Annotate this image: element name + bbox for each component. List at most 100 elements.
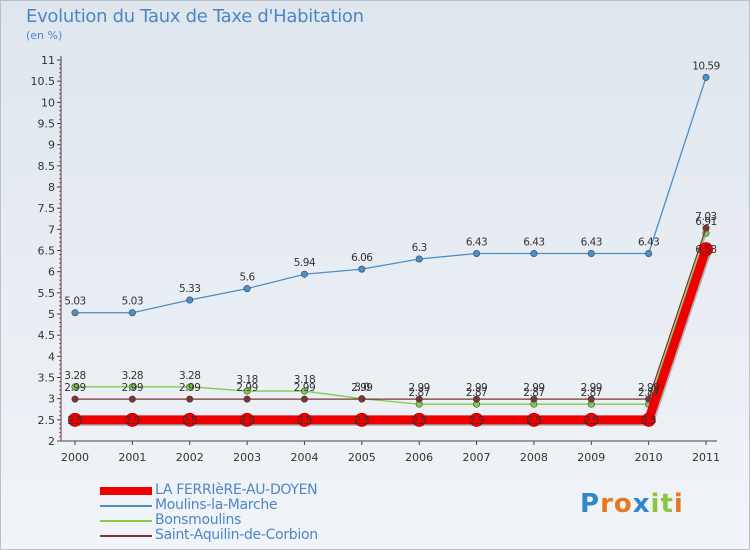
series-line-1 (75, 77, 707, 314)
logo-letter: t (660, 489, 674, 519)
series-point (358, 395, 366, 403)
data-label: 6.3 (412, 242, 427, 254)
series-line-3 (75, 227, 707, 400)
x-tick-label: 2001 (118, 451, 146, 464)
y-tick-label: 5 (48, 308, 55, 321)
y-tick-label: 10 (41, 96, 55, 109)
y-tick-label: 6.5 (38, 245, 56, 258)
y-tick-label: 9 (48, 139, 55, 152)
series-point (530, 249, 538, 257)
data-label: 3.18 (294, 374, 315, 386)
series-point (240, 412, 255, 427)
series-point (71, 383, 79, 391)
legend-swatch (100, 520, 152, 522)
y-tick-label: 4 (48, 350, 55, 363)
series-point (699, 242, 713, 257)
data-label: 2.99 (408, 382, 429, 394)
series-point (128, 383, 136, 391)
data-label: 2.87 (466, 387, 487, 399)
x-tick-label: 2005 (348, 451, 376, 464)
series-point (415, 255, 423, 263)
y-tick-label: 2 (48, 435, 55, 448)
y-tick-label: 11 (41, 54, 55, 67)
data-label: 10.59 (692, 60, 720, 72)
data-label: 5.33 (179, 283, 200, 295)
data-label: 2.5 (354, 415, 369, 427)
x-tick-label: 2011 (692, 451, 720, 464)
data-label: 6.06 (351, 252, 373, 264)
data-label: 2.99 (179, 382, 200, 394)
series-point (641, 412, 656, 427)
series-point (469, 412, 484, 427)
legend-label: LA FERRIèRE-AU-DOYEN (155, 482, 318, 498)
y-tick-label: 4.5 (38, 329, 56, 342)
logo-letter: i (673, 489, 684, 519)
x-tick-label: 2007 (463, 451, 491, 464)
series-point (128, 309, 136, 317)
y-tick-label: 8 (48, 181, 55, 194)
series-point (71, 309, 79, 317)
y-tick-label: 3.5 (38, 372, 56, 385)
data-label: 5.03 (122, 296, 143, 308)
y-tick-label: 9.5 (38, 118, 56, 131)
series-point (300, 270, 308, 278)
data-label: 3.28 (64, 370, 85, 382)
x-tick-label: 2004 (290, 451, 318, 464)
data-label: 2.99 (64, 382, 85, 394)
legend-label: Moulins-la-Marche (155, 497, 278, 513)
data-label: 5.03 (64, 296, 85, 308)
series-point (297, 412, 312, 427)
series-point (702, 73, 710, 81)
x-tick-label: 2008 (520, 451, 548, 464)
series-line-0 (75, 247, 711, 425)
x-tick-label: 2002 (176, 451, 204, 464)
data-label: 6.43 (523, 236, 544, 248)
chart-title: Evolution du Taux de Taxe d'Habitation (26, 6, 364, 27)
series-point (128, 395, 136, 403)
data-label: 2.5 (641, 415, 656, 427)
data-label: 2.5 (526, 415, 541, 427)
series-point (243, 395, 251, 403)
series-point (186, 296, 194, 304)
series-point (473, 249, 481, 257)
series-point (354, 412, 369, 427)
y-tick-label: 6 (48, 266, 55, 279)
data-label: 2.99 (581, 382, 602, 394)
series-point (702, 224, 710, 232)
series-line-2 (75, 232, 707, 405)
data-label: 5.94 (294, 257, 316, 269)
data-label: 2.5 (584, 415, 599, 427)
legend-label: Bonsmoulins (155, 512, 242, 528)
proxiti-logo: Proxiti (580, 489, 684, 519)
logo-letter: r (600, 489, 614, 519)
data-label: 3.28 (179, 370, 200, 382)
series-point (587, 395, 595, 403)
legend-label: Saint-Aquilin-de-Corbion (155, 527, 318, 543)
logo-letter: x (632, 489, 651, 519)
y-tick-label: 8.5 (38, 160, 56, 173)
x-tick-label: 2006 (405, 451, 433, 464)
data-label: 6.53 (695, 244, 716, 256)
data-label: 6.43 (581, 236, 602, 248)
data-label: 2.99 (638, 382, 659, 394)
data-label: 2.5 (412, 415, 427, 427)
series-point (68, 412, 82, 427)
series-point (125, 412, 140, 427)
data-label: 2.87 (408, 387, 429, 399)
series-point (415, 395, 423, 403)
data-label: 2.99 (122, 382, 143, 394)
data-label: 6.43 (466, 236, 487, 248)
data-label: 2.87 (581, 387, 602, 399)
logo-letter: o (613, 489, 633, 519)
x-tick-label: 2010 (635, 451, 663, 464)
data-label: 7.03 (695, 211, 716, 223)
series-group (68, 73, 713, 427)
legend-swatch (100, 505, 152, 507)
x-tick-label: 2000 (61, 451, 89, 464)
data-labels-group: 2.5 2.5 2.5 2.5 2.5 2.5 2.5 2.5 2.5 2.5 2.5 6.53 5.0… (64, 60, 720, 427)
x-tick-label: 2003 (233, 451, 261, 464)
series-point (584, 412, 599, 427)
data-label: 6.43 (638, 236, 659, 248)
chart-subtitle: (en %) (26, 29, 63, 42)
